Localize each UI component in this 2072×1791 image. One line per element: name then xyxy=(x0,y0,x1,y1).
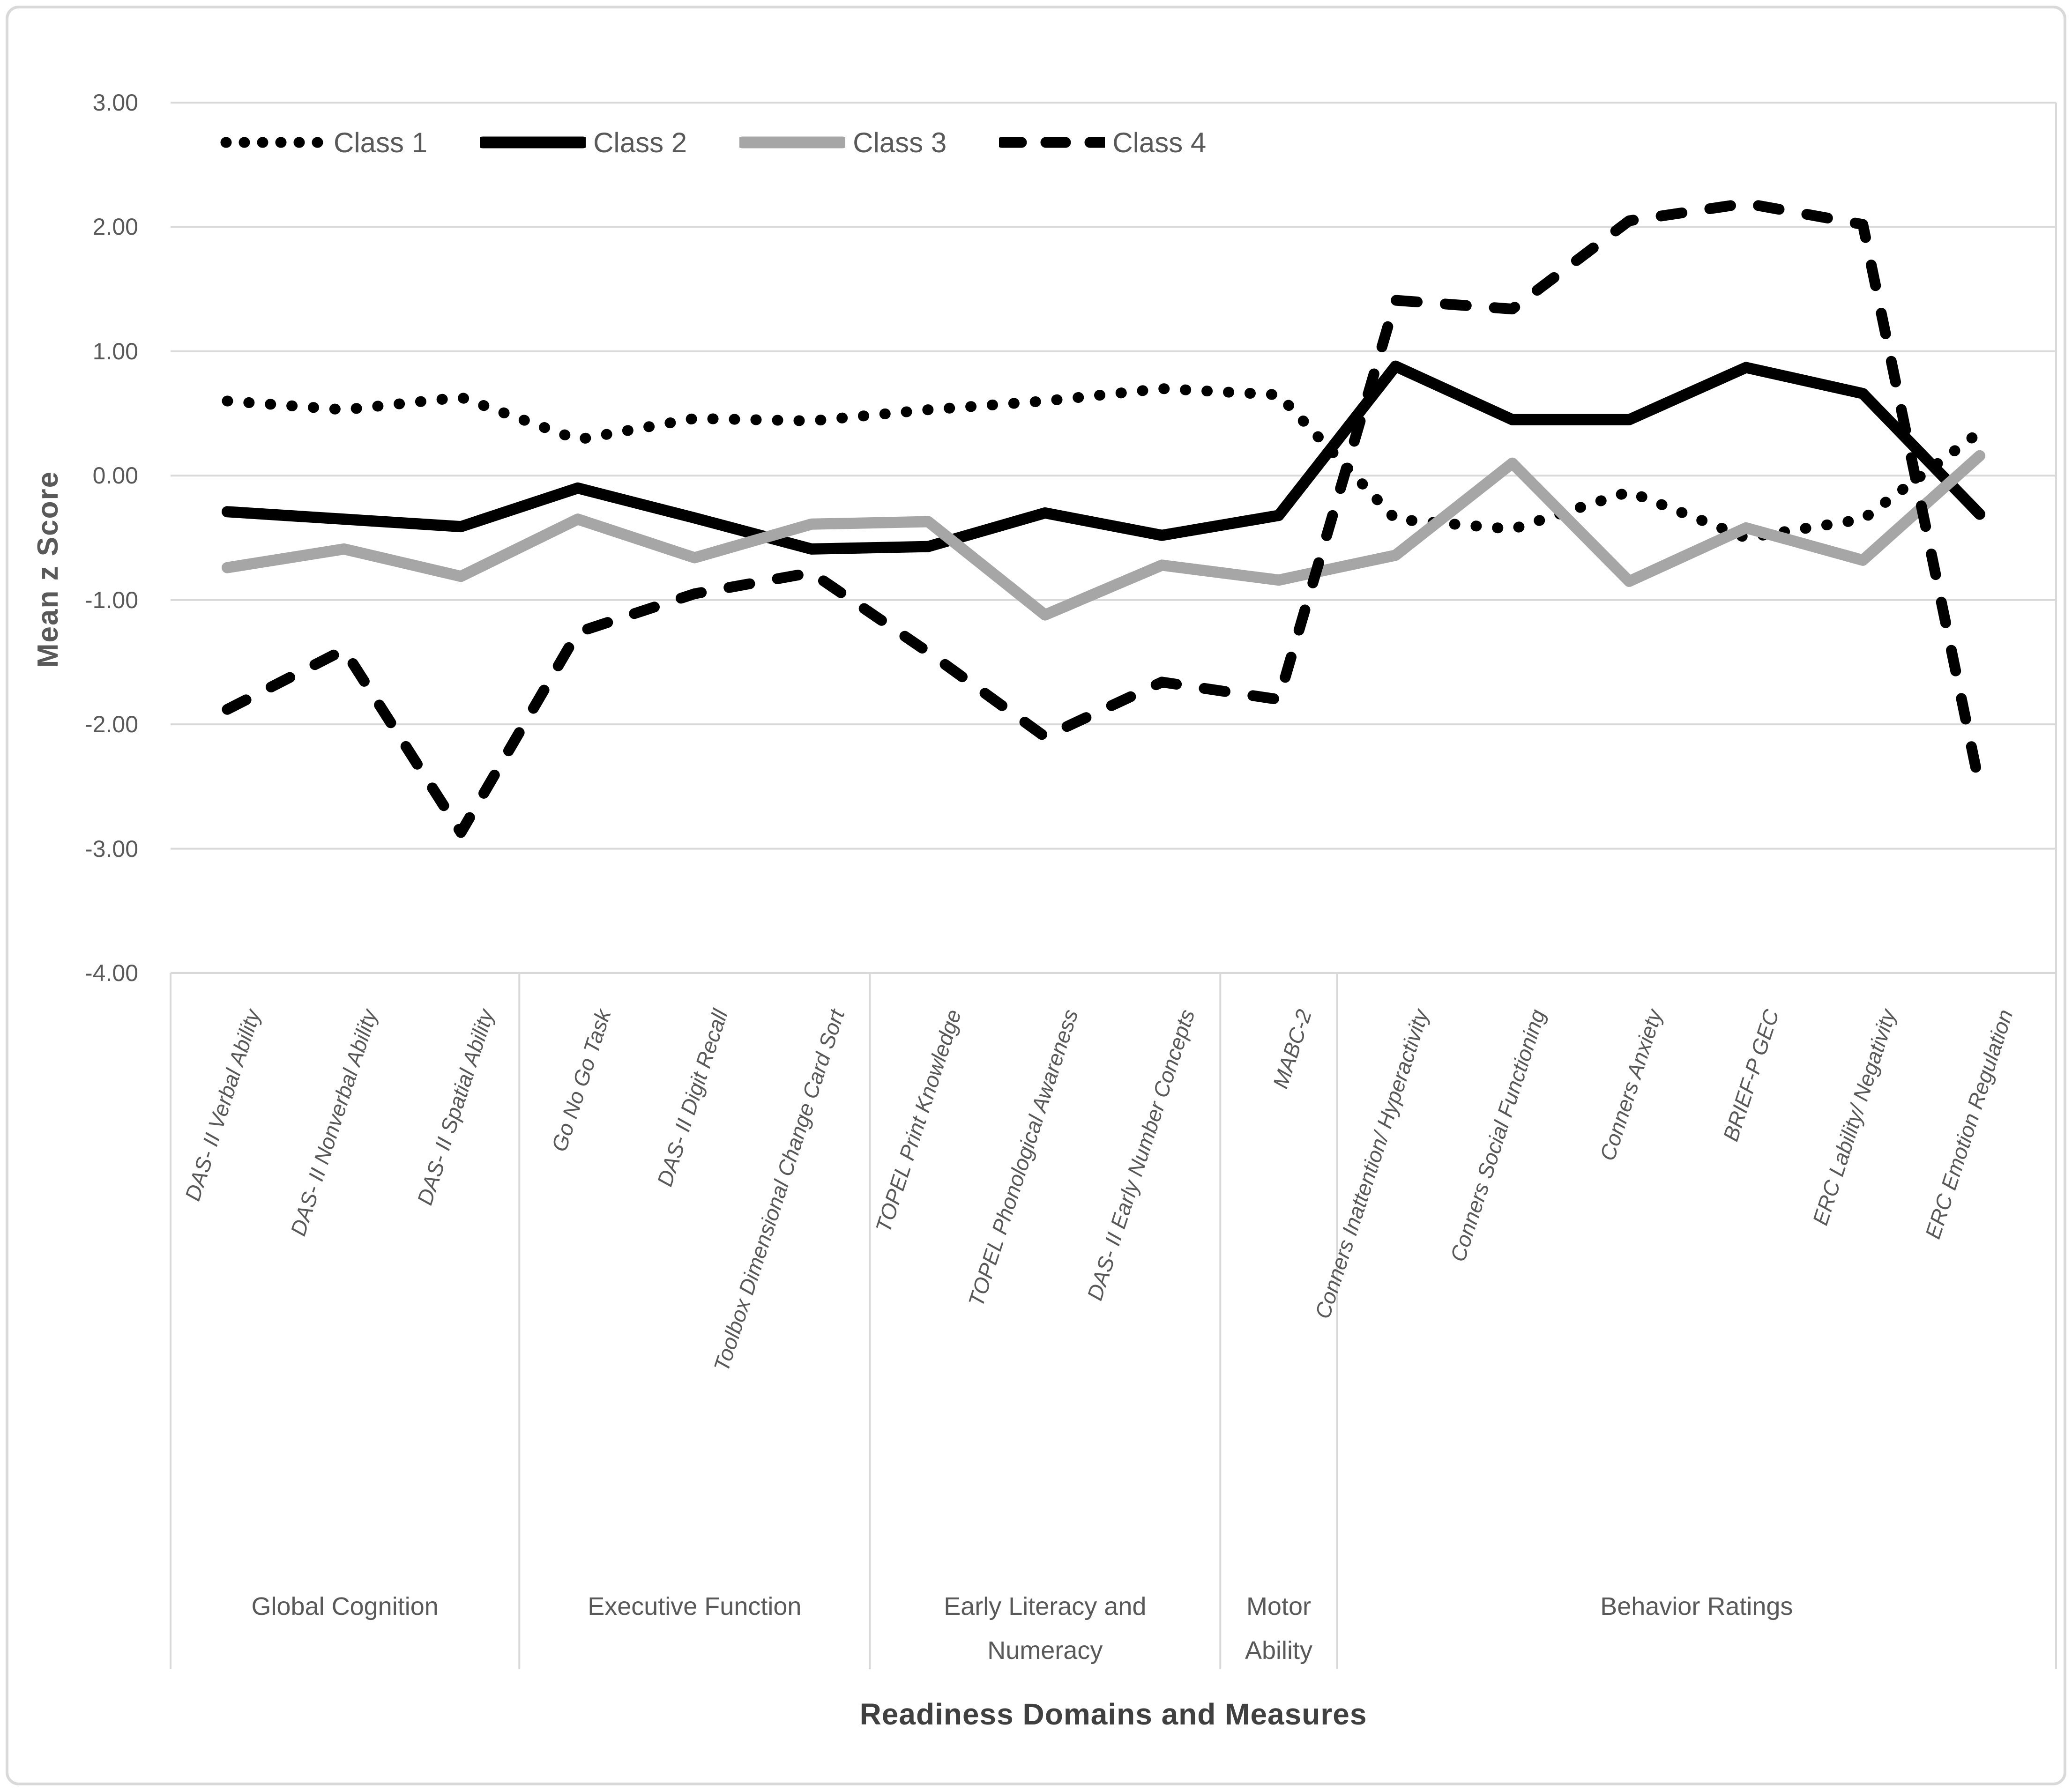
y-tick-label: -2.00 xyxy=(85,711,138,738)
domain-label: Early Literacy and Numeracy xyxy=(944,1592,1147,1665)
domain-cell: Executive Function xyxy=(519,973,870,1669)
legend-item-class-2: Class 2 xyxy=(480,126,687,159)
domain-label: Global Cognition xyxy=(251,1592,439,1620)
y-tick-label: -3.00 xyxy=(85,835,138,862)
domain-cell: Global Cognition xyxy=(171,973,519,1669)
x-axis-title: Readiness Domains and Measures xyxy=(859,1697,1367,1731)
domain-label: Executive Function xyxy=(588,1592,802,1620)
solid-line-swatch-icon xyxy=(480,136,586,149)
domain-label: Behavior Ratings xyxy=(1600,1592,1793,1620)
y-tick-label: 1.00 xyxy=(92,338,138,364)
dotted-line-swatch-icon xyxy=(220,137,326,148)
legend-label: Class 2 xyxy=(593,126,687,158)
legend-item-class-1: Class 1 xyxy=(220,126,427,159)
dashed-line-swatch-icon xyxy=(999,137,1105,148)
series-line-class-2 xyxy=(222,360,1985,555)
legend-label: Class 1 xyxy=(334,126,428,158)
legend-item-class-3: Class 3 xyxy=(739,126,947,159)
y-tick-label: 3.00 xyxy=(92,89,138,116)
y-tick-label: -4.00 xyxy=(85,960,138,986)
domain-cell: Motor Ability xyxy=(1220,973,1337,1669)
y-tick-label: 0.00 xyxy=(92,462,138,489)
y-axis-title: Mean z Score xyxy=(32,470,64,668)
domain-cell: Behavior Ratings xyxy=(1337,973,2056,1669)
domain-cell: Early Literacy and Numeracy xyxy=(870,973,1220,1669)
y-tick-label: -1.00 xyxy=(85,587,138,613)
domain-label: Motor Ability xyxy=(1245,1592,1312,1665)
y-tick-label: 2.00 xyxy=(92,214,138,240)
series-line-class-3 xyxy=(222,450,1985,621)
gray-line-swatch-icon xyxy=(739,136,846,149)
series-line-class-4 xyxy=(222,198,1985,838)
series-line-class-1 xyxy=(222,383,1985,543)
legend-label: Class 4 xyxy=(1112,126,1207,158)
legend-label: Class 3 xyxy=(853,126,947,158)
legend-item-class-4: Class 4 xyxy=(999,126,1206,159)
legend: Class 1 Class 2 Class 3 Class 4 xyxy=(220,126,1259,159)
